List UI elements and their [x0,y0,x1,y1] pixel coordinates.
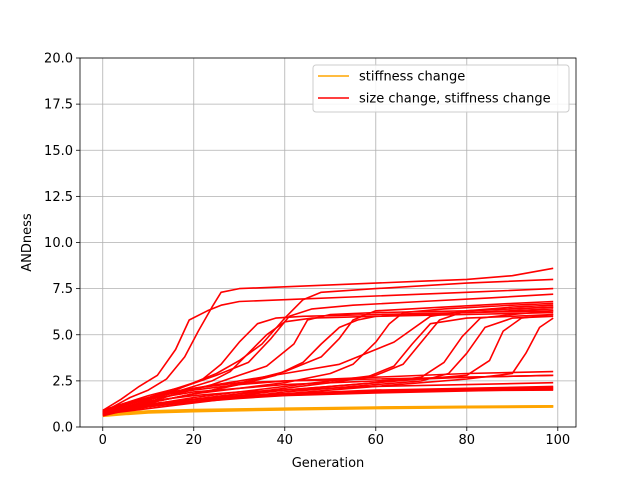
grid-lines [80,57,576,428]
x-axis-ticks: 0 20 40 60 80 100 [99,427,570,448]
x-tick-label: 0 [99,433,107,448]
legend-box [312,64,570,113]
series-line [102,386,554,414]
x-tick-label: 40 [276,433,293,448]
x-tick-label: 60 [368,433,385,448]
series-line [102,313,554,413]
legend-label-stiffness-change: stiffness change [359,70,465,85]
series-line [102,311,554,413]
x-tick-label: 80 [459,433,476,448]
x-tick-label: 20 [185,433,202,448]
series-line [102,293,554,412]
legend-label-size-stiffness-change: size change, stiffness change [359,92,551,107]
y-tick-label: 12.5 [44,190,73,205]
y-tick-label: 10.0 [44,236,73,251]
y-tick-label: 2.5 [52,374,73,389]
series-line [102,381,554,413]
series-line [102,306,554,412]
series-line [102,308,554,413]
y-axis-ticks: 0.0 2.5 5.0 7.5 10.0 12.5 15.0 17.5 20.0 [44,52,80,436]
series-line [102,374,554,413]
y-tick-label: 0.0 [52,421,73,436]
x-axis-label: Generation [292,456,365,471]
x-tick-label: 100 [545,433,570,448]
y-tick-label: 20.0 [44,52,73,67]
series-line [102,370,554,412]
series-layer [102,267,554,418]
series-line [102,405,554,417]
y-tick-label: 5.0 [52,328,73,343]
series-line [102,267,554,413]
y-tick-label: 15.0 [44,144,73,159]
series-line [102,287,554,412]
y-tick-label: 7.5 [52,282,73,297]
series-line [102,389,554,416]
legend: stiffness change size change, stiffness … [312,64,570,113]
y-axis-label: ANDness [20,213,35,272]
series-line [102,315,554,415]
y-tick-label: 17.5 [44,98,73,113]
